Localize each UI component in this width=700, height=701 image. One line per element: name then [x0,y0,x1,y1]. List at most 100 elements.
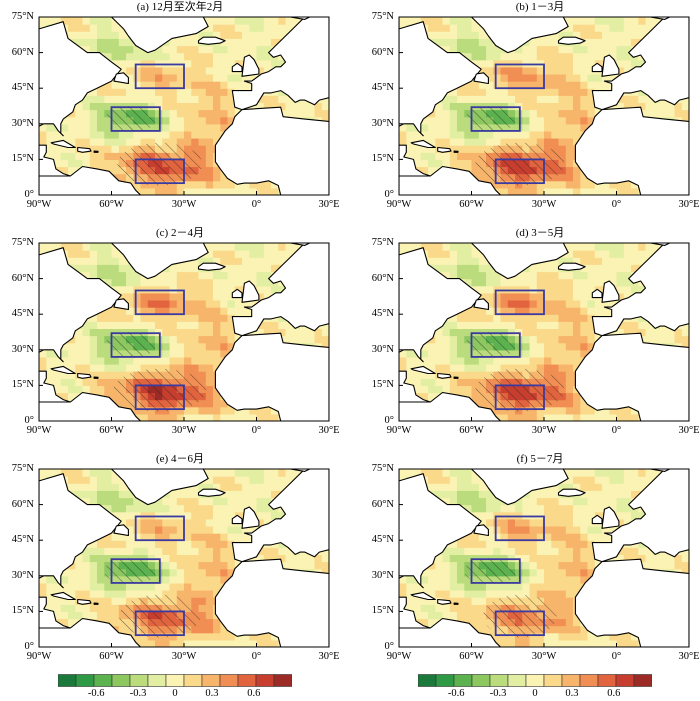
field-cell [300,102,308,111]
field-cell [220,490,229,499]
field-cell [536,364,545,372]
field-cell [565,109,574,118]
field-cell [457,342,465,351]
field-cell [205,413,214,421]
field-cell [147,364,156,372]
field-cell [234,413,243,421]
field-cell [169,307,178,315]
field-cell [155,278,163,287]
field-cell [420,123,429,132]
field-cell [140,321,149,329]
field-cell [89,271,98,280]
field-cell [278,243,287,251]
field-cell [638,257,647,265]
field-cell [616,285,625,294]
field-cell [285,328,294,337]
field-cell [573,116,581,125]
field-cell [220,292,229,301]
field-cell [82,575,91,584]
field-cell [162,109,171,118]
field-cell [191,257,200,265]
field-cell [242,180,250,189]
field-cell [271,413,279,421]
land-mass [214,332,329,421]
field-cell [68,582,76,591]
field-cell [169,356,178,365]
field-cell [147,356,156,365]
field-cell [118,399,127,408]
field-cell [191,342,200,351]
field-cell [68,250,76,258]
field-cell [75,356,84,365]
field-cell [169,632,178,641]
field-cell [263,497,272,506]
field-cell [536,81,545,89]
field-cell [191,74,200,82]
field-cell [205,74,214,82]
field-cell [271,180,279,189]
field-cell [558,95,567,103]
field-cell [623,180,632,189]
field-cell [551,38,560,47]
field-cell [104,257,113,265]
field-cell [133,328,142,337]
field-cell [198,561,207,570]
field-cell [198,74,207,82]
field-cell [82,604,91,612]
field-cell [155,45,163,54]
field-cell [140,582,149,591]
field-cell [97,597,105,605]
field-cell [176,45,185,54]
field-cell [609,74,618,82]
field-cell [205,378,214,386]
field-cell [500,88,509,96]
field-cell [213,307,221,315]
field-cell [616,66,625,75]
field-cell [53,469,62,477]
land-mass [39,17,122,137]
field-cell [428,31,436,39]
field-cell [558,349,567,358]
field-cell [176,95,185,103]
field-cell [580,264,589,273]
field-cell [442,159,451,168]
field-cell [89,88,98,96]
field-cell [464,88,473,96]
field-cell [104,314,113,322]
field-cell [594,300,603,308]
field-cell [529,187,538,195]
field-cell [515,342,523,351]
field-cell [486,130,494,139]
field-cell [220,321,229,329]
field-cell [515,356,523,365]
field-cell [442,17,451,25]
field-cell [205,159,214,168]
field-cell [60,123,69,132]
field-cell [162,116,171,125]
field-cell [176,575,185,584]
field-cell [140,554,149,563]
field-cell [565,138,574,146]
field-cell [133,300,142,308]
field-cell [471,271,480,280]
field-cell [471,102,480,111]
field-cell [220,81,229,89]
field-cell [155,300,163,308]
field-cell [191,575,200,584]
field-cell [118,38,127,47]
field-cell [428,364,436,372]
field-cell [249,271,258,280]
field-cell [104,123,113,132]
field-cell [53,371,62,379]
field-cell [169,342,178,351]
field-cell [97,590,105,598]
field-cell [242,469,250,477]
field-cell [573,17,581,25]
field-cell [205,130,214,139]
field-cell [256,59,265,68]
field-cell [133,497,142,506]
field-cell [169,406,178,415]
field-cell [478,31,487,39]
field-cell [147,582,156,591]
field-cell [522,109,531,118]
